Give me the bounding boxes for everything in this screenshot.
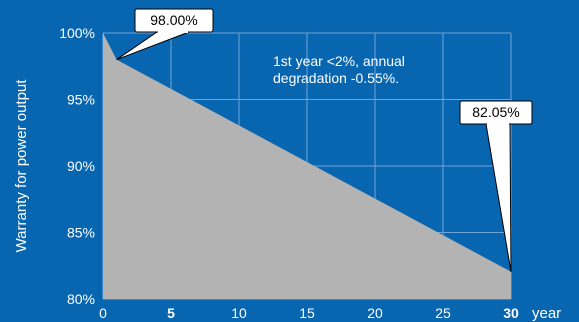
x-axis-title: year — [532, 305, 561, 322]
value-callout: 98.00% — [116, 8, 214, 61]
x-axis-ticks: 0 5 10 15 20 25 30 — [99, 305, 519, 321]
y-tick-label: 95% — [67, 92, 95, 108]
y-axis-title: Warranty for power output — [13, 79, 30, 253]
y-axis-ticks: 100% 95% 90% 85% 80% — [59, 25, 95, 307]
x-tick-label: 25 — [435, 305, 451, 321]
callout-label: 98.00% — [150, 12, 197, 28]
x-tick-label: 30 — [503, 305, 519, 321]
x-tick-label: 20 — [367, 305, 383, 321]
x-tick-label: 15 — [299, 305, 315, 321]
warranty-area — [103, 33, 511, 299]
value-callout: 82.05% — [459, 100, 533, 272]
y-tick-label: 90% — [67, 158, 95, 174]
y-tick-label: 80% — [67, 291, 95, 307]
x-tick-label: 0 — [99, 305, 107, 321]
callout-label: 82.05% — [472, 104, 519, 120]
y-tick-label: 100% — [59, 25, 95, 41]
x-tick-label: 5 — [167, 305, 175, 321]
callouts: 98.00% 82.05% — [116, 8, 533, 272]
y-tick-label: 85% — [67, 225, 95, 241]
x-tick-label: 10 — [231, 305, 247, 321]
annotation-line: degradation -0.55%. — [273, 70, 399, 86]
degradation-annotation: 1st year <2%, annual degradation -0.55%. — [273, 53, 405, 86]
annotation-line: 1st year <2%, annual — [273, 53, 405, 69]
